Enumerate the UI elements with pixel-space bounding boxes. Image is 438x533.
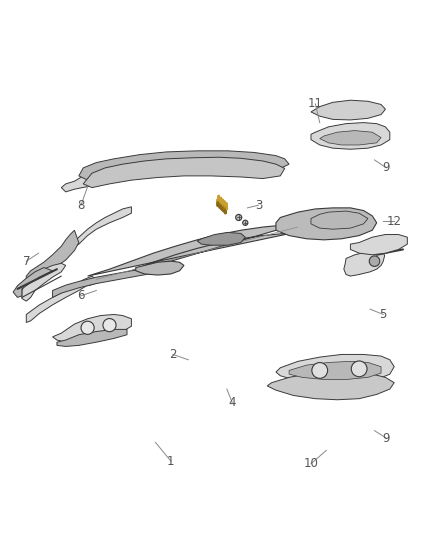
Text: 10: 10 (304, 457, 318, 470)
Polygon shape (57, 329, 127, 346)
Polygon shape (79, 151, 289, 180)
Circle shape (369, 256, 380, 266)
Text: 7: 7 (22, 255, 30, 268)
Text: 9: 9 (382, 161, 390, 174)
Polygon shape (136, 261, 184, 275)
Circle shape (103, 319, 116, 332)
Polygon shape (61, 156, 267, 192)
Polygon shape (26, 276, 96, 322)
Polygon shape (276, 354, 394, 384)
Polygon shape (267, 373, 394, 400)
Text: 5: 5 (380, 308, 387, 321)
Polygon shape (88, 224, 298, 286)
Polygon shape (31, 207, 131, 278)
Circle shape (243, 220, 248, 225)
Polygon shape (311, 211, 368, 229)
Polygon shape (53, 268, 166, 297)
Polygon shape (197, 232, 245, 245)
Text: 2: 2 (169, 348, 177, 361)
Polygon shape (311, 123, 390, 149)
Text: 4: 4 (228, 396, 236, 409)
Circle shape (236, 214, 242, 221)
Circle shape (351, 361, 367, 377)
Text: 8: 8 (78, 199, 85, 212)
Polygon shape (22, 263, 66, 301)
Text: 3: 3 (255, 199, 262, 212)
Polygon shape (350, 235, 407, 255)
Text: 6: 6 (77, 289, 85, 302)
Polygon shape (53, 314, 131, 342)
Polygon shape (344, 251, 385, 276)
Polygon shape (83, 157, 285, 188)
Polygon shape (311, 100, 385, 120)
Text: 12: 12 (387, 215, 402, 228)
Circle shape (81, 321, 94, 334)
Polygon shape (276, 208, 377, 240)
Circle shape (312, 362, 328, 378)
Polygon shape (26, 230, 79, 285)
Text: 11: 11 (308, 98, 323, 110)
Text: 1: 1 (167, 455, 175, 467)
Polygon shape (320, 131, 381, 145)
Polygon shape (13, 268, 53, 297)
Polygon shape (289, 361, 381, 379)
Text: 9: 9 (382, 432, 390, 445)
